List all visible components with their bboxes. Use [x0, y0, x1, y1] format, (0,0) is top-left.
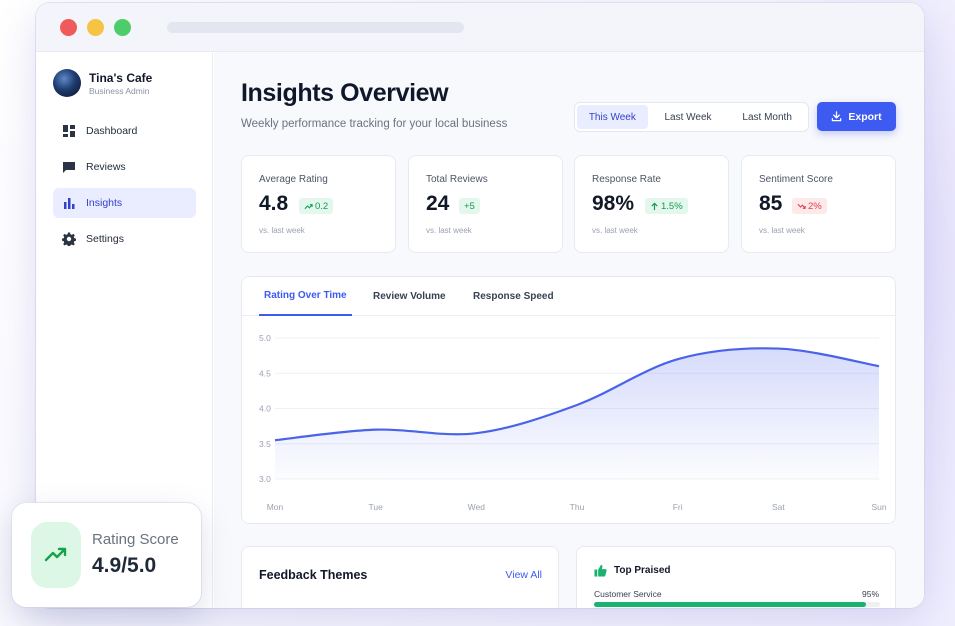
stat-value: 98% [592, 192, 635, 215]
stat-card-total-reviews: Total Reviews 24 +5 vs. last week [408, 155, 563, 253]
rating-score-label: Rating Score [92, 531, 179, 548]
tab-review-volume[interactable]: Review Volume [373, 291, 446, 302]
sidebar-item-label: Settings [86, 233, 124, 245]
rating-score-value: 4.9/5.0 [92, 554, 157, 577]
stat-delta-badge: +5 [459, 198, 480, 214]
stat-value: 85 [759, 192, 783, 215]
arrow-up-icon [651, 202, 658, 210]
sidebar-item-reviews[interactable]: Reviews [53, 152, 196, 182]
y-tick-label: 4.5 [259, 368, 271, 378]
tab-response-speed[interactable]: Response Speed [473, 291, 554, 302]
range-last-week[interactable]: Last Week [664, 111, 712, 123]
stat-delta-badge: 0.2 [299, 198, 334, 214]
x-tick-label: Wed [468, 502, 486, 512]
y-tick-label: 3.5 [259, 439, 271, 449]
praised-item-percent: 95% [861, 589, 879, 599]
stat-value: 24 [426, 192, 450, 215]
stat-footnote: vs. last week [592, 226, 638, 235]
sidebar-item-dashboard[interactable]: Dashboard [53, 116, 196, 146]
rating-series-line [274, 347, 880, 442]
x-tick-label: Sat [772, 502, 785, 512]
sidebar-item-label: Reviews [86, 161, 126, 173]
thumbs-up-icon [594, 564, 607, 577]
stat-delta: +5 [464, 200, 475, 212]
sidebar-item-label: Dashboard [86, 125, 138, 137]
date-range-selector: This Week Last Week Last Month [574, 102, 809, 132]
main-content: Insights Overview Weekly performance tra… [214, 52, 924, 608]
top-praised-title: Top Praised [614, 565, 671, 576]
gear-icon [62, 232, 76, 246]
sidebar-item-insights[interactable]: Insights [53, 188, 196, 218]
dashboard-icon [62, 124, 76, 138]
chat-icon [62, 160, 76, 174]
view-all-link[interactable]: View All [505, 569, 542, 581]
stat-delta: 1.5% [661, 200, 683, 212]
y-tick-label: 4.0 [259, 404, 271, 414]
tab-rating-over-time[interactable]: Rating Over Time [259, 277, 352, 316]
stat-label: Total Reviews [426, 174, 488, 185]
stat-label: Average Rating [259, 174, 328, 185]
address-bar[interactable] [167, 22, 464, 33]
stat-footnote: vs. last week [259, 226, 305, 235]
stat-value: 4.8 [259, 192, 289, 215]
top-praised-card: Top Praised Customer Service 95% [576, 546, 896, 608]
rating-line-chart: 5.0 4.5 4.0 3.5 3.0 Mon Tue Wed Thu Fri Sat Sun [259, 333, 887, 512]
stat-delta: 0.2 [315, 200, 329, 212]
trending-up-icon [31, 522, 81, 588]
chart-tabs: Rating Over Time Review Volume Response … [242, 277, 895, 316]
praised-progress-fill [594, 602, 866, 607]
sidebar-item-settings[interactable]: Settings [53, 224, 196, 254]
range-this-week[interactable]: This Week [577, 105, 648, 129]
export-label: Export [848, 110, 882, 123]
stat-card-sentiment-score: Sentiment Score 85 2% vs. last week [741, 155, 896, 253]
bar-chart-icon [62, 196, 76, 210]
x-tick-label: Sun [871, 502, 886, 512]
rating-chart-card: Rating Over Time Review Volume Response … [241, 276, 896, 524]
y-tick-label: 3.0 [259, 474, 271, 484]
feedback-themes-card: Feedback Themes View All [241, 546, 559, 608]
brand-avatar [53, 69, 81, 97]
praised-progress-track [594, 602, 880, 607]
minimize-window-button[interactable] [87, 19, 104, 36]
y-tick-label: 5.0 [259, 333, 271, 343]
title-bar [36, 3, 924, 52]
brand-subtitle: Business Admin [89, 86, 150, 96]
stat-footnote: vs. last week [759, 226, 805, 235]
close-window-button[interactable] [60, 19, 77, 36]
export-button[interactable]: Export [817, 102, 896, 131]
trending-up-icon [304, 203, 313, 209]
x-tick-label: Mon [267, 502, 284, 512]
stat-card-response-rate: Response Rate 98% 1.5% vs. last week [574, 155, 729, 253]
maximize-window-button[interactable] [114, 19, 131, 36]
stat-label: Response Rate [592, 174, 661, 185]
feedback-title: Feedback Themes [259, 568, 368, 582]
sidebar-item-label: Insights [86, 197, 123, 209]
rating-score-card: Rating Score 4.9/5.0 [12, 503, 201, 607]
stat-delta-badge: 1.5% [645, 198, 688, 214]
page-title: Insights Overview [241, 79, 449, 107]
download-icon [832, 111, 842, 122]
stat-label: Sentiment Score [759, 174, 833, 185]
x-tick-label: Fri [673, 502, 683, 512]
stat-delta: 2% [808, 200, 822, 212]
praised-item-label: Customer Service [594, 589, 662, 599]
stat-footnote: vs. last week [426, 226, 472, 235]
rating-area [275, 348, 879, 479]
stat-card-average-rating: Average Rating 4.8 0.2 vs. last week [241, 155, 396, 253]
trending-down-icon [797, 203, 806, 209]
stat-delta-badge: 2% [792, 198, 827, 214]
x-tick-label: Thu [570, 502, 585, 512]
brand-name: Tina's Cafe [89, 71, 153, 85]
range-last-month[interactable]: Last Month [742, 111, 792, 123]
page-subtitle: Weekly performance tracking for your loc… [241, 118, 508, 130]
x-tick-label: Tue [368, 502, 383, 512]
